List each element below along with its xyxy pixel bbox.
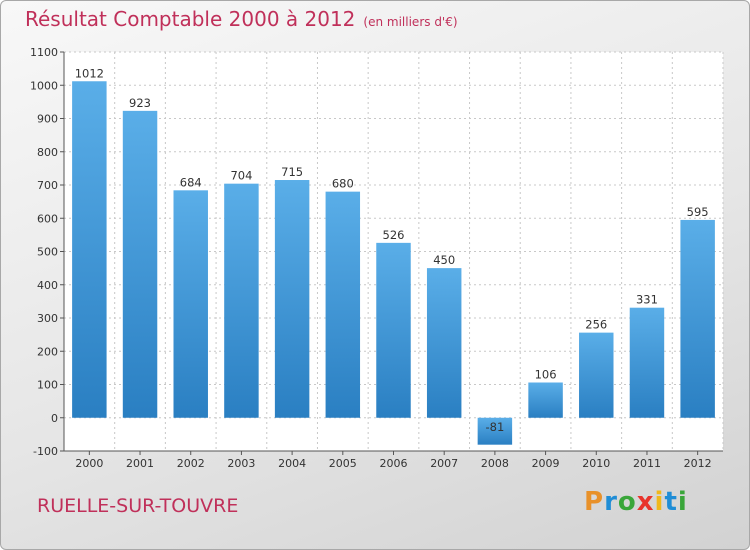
- data-label-2007: 450: [433, 253, 455, 267]
- bar-2009: [528, 382, 563, 418]
- chart-subtitle: (en milliers d'€): [363, 15, 458, 29]
- bar-2006: [376, 242, 411, 418]
- x-tick-label: 2011: [633, 457, 661, 470]
- y-tick-label: 100: [37, 379, 58, 392]
- data-label-2005: 680: [332, 177, 354, 191]
- y-tick-label: 0: [51, 412, 58, 425]
- y-tick-label: 300: [37, 312, 58, 325]
- bar-2011: [629, 307, 665, 418]
- logo-letter: r: [604, 487, 618, 517]
- data-label-2000: 1012: [75, 66, 104, 80]
- y-tick-label: 700: [37, 179, 58, 192]
- bar-2010: [579, 332, 614, 418]
- logo-letter: t: [664, 487, 678, 517]
- x-tick-label: 2008: [481, 457, 509, 470]
- logo-letter: P: [584, 487, 605, 517]
- y-tick-label: 800: [37, 146, 58, 159]
- logo-letter: x: [636, 487, 655, 517]
- y-tick-label: -100: [33, 445, 58, 458]
- data-label-2003: 704: [230, 169, 252, 183]
- y-tick-label: 1100: [30, 46, 58, 59]
- bar-2003: [224, 183, 259, 418]
- y-tick-label: 500: [37, 246, 58, 259]
- y-tick-label: 600: [37, 212, 58, 225]
- x-tick-label: 2012: [684, 457, 712, 470]
- bar-2000: [72, 81, 107, 418]
- labels: -100 0 100 200 300 400 500 600 700 800 900 1000 1100…: [30, 46, 712, 470]
- chart-title: Résultat Comptable 2000 à 2012 (en millie…: [25, 7, 458, 31]
- logo-letter: i: [654, 487, 665, 517]
- proxiti-logo: Proxiti: [584, 487, 688, 517]
- y-tick-label: 200: [37, 345, 58, 358]
- data-label-2002: 684: [180, 175, 202, 189]
- y-tick-label: 1000: [30, 79, 58, 92]
- data-label-2010: 256: [585, 318, 607, 332]
- data-label-2008: -81: [485, 420, 504, 434]
- y-tick-label: 900: [37, 113, 58, 126]
- x-tick-label: 2001: [126, 457, 154, 470]
- x-tick-label: 2004: [278, 457, 306, 470]
- bar-2007: [426, 268, 462, 418]
- data-label-2001: 923: [129, 96, 151, 110]
- grid: [63, 51, 724, 452]
- data-label-2009: 106: [535, 368, 557, 382]
- x-tick-label: 2010: [582, 457, 610, 470]
- data-label-2011: 331: [636, 293, 658, 307]
- x-tick-label: 2000: [75, 457, 103, 470]
- x-tick-label: 2009: [532, 457, 560, 470]
- bar-2001: [122, 110, 158, 418]
- axes: [60, 51, 723, 455]
- bar-2005: [325, 191, 361, 418]
- data-label-2012: 595: [687, 205, 709, 219]
- x-tick-label: 2002: [177, 457, 205, 470]
- x-tick-label: 2006: [380, 457, 408, 470]
- x-tick-label: 2005: [329, 457, 357, 470]
- bar-2008: [477, 417, 513, 445]
- x-tick-label: 2003: [227, 457, 255, 470]
- x-tick-label: 2007: [430, 457, 458, 470]
- logo-letter: i: [677, 487, 688, 517]
- logo-letter: o: [617, 487, 637, 517]
- bar-2002: [173, 190, 208, 418]
- bar-2012: [680, 219, 715, 418]
- y-tick-label: 400: [37, 279, 58, 292]
- city-name: RUELLE-SUR-TOUVRE: [37, 495, 239, 517]
- bars: [72, 81, 715, 445]
- bar-2004: [274, 180, 310, 418]
- data-label-2004: 715: [281, 165, 303, 179]
- data-label-2006: 526: [383, 228, 405, 242]
- chart-title-text: Résultat Comptable 2000 à 2012: [25, 7, 356, 31]
